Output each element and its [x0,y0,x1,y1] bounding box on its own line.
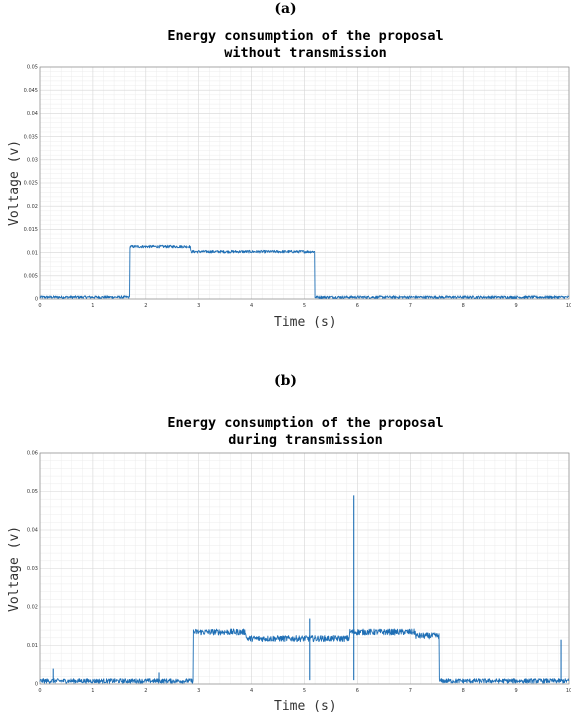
y-tick-label: 0 [35,297,38,303]
y-tick-label: 0.05 [27,65,38,71]
chart-a-plot: 0 1 2 3 4 5 6 7 8 9 10 0 0.005 0.01 0.015 0.02 0.025 0.03… [24,65,571,309]
y-tick-label: 0.035 [24,134,38,140]
y-tick-label: 0.05 [27,489,38,495]
x-tick-label: 2 [144,688,147,694]
chart-b-title-line2: during transmission [228,432,383,448]
x-tick-label: 4 [250,688,253,694]
x-tick-label: 0 [38,688,41,694]
y-tick-label: 0.045 [24,88,38,94]
y-tick-label: 0 [35,682,38,688]
x-tick-label: 8 [462,303,465,309]
y-tick-label: 0.02 [27,204,38,210]
y-tick-label: 0.015 [24,227,38,233]
y-tick-label: 0.01 [27,643,38,649]
y-tick-label: 0.005 [24,274,38,280]
y-tick-label: 0.03 [27,566,38,572]
y-tick-label: 0.03 [27,158,38,164]
y-tick-label: 0.04 [27,528,38,534]
panel-b-label: (b) [273,373,298,389]
chart-b-title-line1: Energy consumption of the proposal [167,415,444,431]
x-tick-label: 1 [91,688,94,694]
x-tick-label: 1 [91,303,94,309]
x-tick-label: 5 [303,303,306,309]
chart-a-title-line2: without transmission [224,45,387,61]
x-tick-label: 8 [462,688,465,694]
axes-box [39,66,570,300]
x-tick-label: 4 [250,303,253,309]
series-line [39,628,570,684]
x-tick-label: 6 [356,688,359,694]
x-tick-label: 9 [515,688,518,694]
x-tick-label: 7 [409,688,412,694]
chart-b-ylabel: Voltage (v) [7,525,22,612]
x-tick-label: 2 [144,303,147,309]
axes-box [39,452,570,685]
x-tick-label: 5 [303,688,306,694]
x-tick-label: 10 [566,688,571,694]
chart-b-xlabel: Time (s) [274,699,337,714]
y-tick-label: 0.02 [27,605,38,611]
y-tick-label: 0.01 [27,250,38,256]
x-tick-label: 10 [566,303,571,309]
chart-a-xlabel: Time (s) [274,315,337,330]
x-tick-label: 9 [515,303,518,309]
x-tick-label: 3 [197,688,200,694]
x-tick-label: 0 [38,303,41,309]
y-tick-label: 0.04 [27,111,38,117]
chart-a-title-line1: Energy consumption of the proposal [167,28,444,44]
x-tick-label: 7 [409,303,412,309]
panel-a-label: (a) [274,1,297,17]
x-tick-label: 3 [197,303,200,309]
y-tick-label: 0.025 [24,181,38,187]
x-tick-label: 6 [356,303,359,309]
series-line [39,244,570,299]
y-tick-label: 0.06 [27,451,38,457]
